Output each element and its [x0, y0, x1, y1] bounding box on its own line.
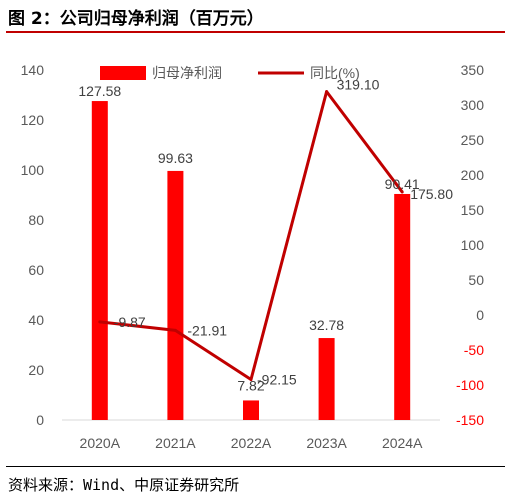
- bar-data-label: 32.78: [309, 317, 344, 333]
- y-left-tick-label: 120: [21, 112, 45, 128]
- bar: [91, 101, 108, 421]
- y-left-tick-label: 80: [28, 212, 44, 228]
- y-right-tick-label: 150: [461, 202, 485, 218]
- y-right-tick-label: -150: [456, 412, 484, 428]
- y-left-tick-label: 100: [21, 162, 45, 178]
- bar-data-label: 7.82: [237, 377, 264, 393]
- title-rule: [6, 31, 505, 33]
- y-right-tick-label: 0: [476, 307, 484, 323]
- y-right-tick-label: 200: [461, 167, 485, 183]
- line-data-label: -92.15: [257, 372, 297, 388]
- combo-chart: 0 20 40 60 80 100 120 140 -150 -100 -50 0 50 100 150 20…: [21, 62, 485, 451]
- bar-data-label: 99.63: [158, 150, 193, 166]
- x-tick-label: 2020A: [80, 435, 121, 451]
- y-right-tick-label: 100: [461, 237, 485, 253]
- bar-data-label: 127.58: [78, 83, 121, 99]
- y-right-tick-label: 300: [461, 97, 485, 113]
- figure-title: 图 2：公司归母净利润（百万元）: [8, 9, 264, 29]
- y-right-tick-label: 250: [461, 132, 485, 148]
- line-data-label: 319.10: [337, 77, 380, 93]
- y-left-tick-label: 60: [28, 262, 44, 278]
- line-data-label: -9.87: [114, 314, 146, 330]
- bar: [394, 193, 411, 420]
- line-data-label: 175.80: [410, 186, 453, 202]
- y-right-tick-label: -100: [456, 377, 484, 393]
- x-tick-label: 2021A: [155, 435, 196, 451]
- legend-line-label: 同比(%): [310, 65, 360, 81]
- legend-bar-label: 归母净利润: [152, 65, 222, 81]
- y-right-tick-label: 350: [461, 62, 485, 78]
- y-left-tick-label: 20: [28, 362, 44, 378]
- line-point: [400, 190, 404, 194]
- y-right-tick-label: -50: [464, 342, 484, 358]
- line-point: [249, 378, 253, 382]
- x-tick-label: 2023A: [306, 435, 347, 451]
- y-left-tick-label: 0: [36, 412, 44, 428]
- line-data-label: -21.91: [187, 322, 227, 338]
- bar: [318, 338, 335, 420]
- y-right-tick-label: 50: [468, 272, 484, 288]
- line-point: [98, 320, 102, 324]
- legend-bar-swatch: [100, 66, 146, 80]
- bar: [167, 170, 184, 420]
- bar: [243, 400, 259, 420]
- x-tick-label: 2022A: [231, 435, 272, 451]
- line-point: [325, 90, 329, 94]
- y-left-tick-label: 140: [21, 62, 45, 78]
- source-note: 资料来源：Wind、中原证券研究所: [8, 476, 240, 494]
- line-point: [173, 328, 177, 332]
- y-left-tick-label: 40: [28, 312, 44, 328]
- x-tick-label: 2024A: [382, 435, 423, 451]
- yoy-line: [99, 90, 404, 382]
- bar-data-label: 90.41: [385, 176, 420, 192]
- source-rule: [6, 466, 505, 467]
